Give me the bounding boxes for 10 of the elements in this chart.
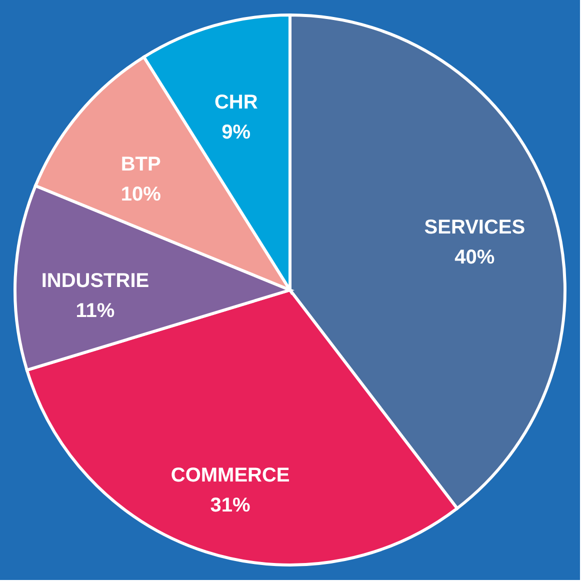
data-label: 10% — [120, 183, 162, 206]
slice-label: COMMERCE — [170, 464, 290, 487]
data-label: 11% — [76, 300, 115, 322]
data-label: 31% — [210, 494, 251, 517]
data-label: 40% — [454, 246, 495, 268]
slice-label: CHR — [214, 92, 258, 114]
slice-label: INDUSTRIE — [41, 270, 150, 292]
slice-label: SERVICES — [424, 216, 526, 238]
slice-label: BTP — [120, 153, 161, 176]
data-label: 9% — [222, 122, 251, 144]
